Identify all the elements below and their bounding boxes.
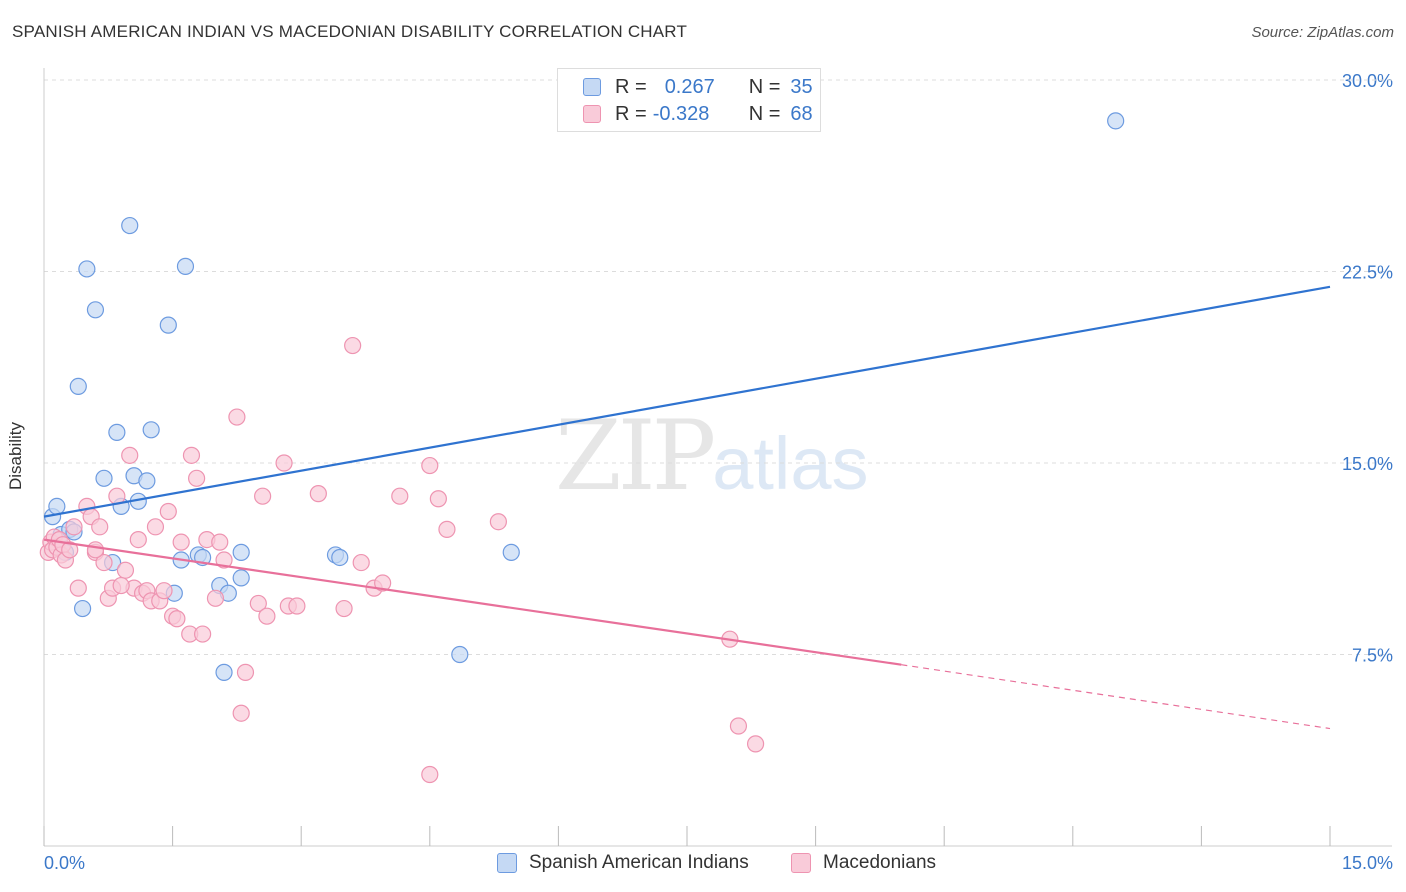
series-legend: Spanish American Indians Macedonians	[0, 852, 1406, 878]
legend-n-label: N =	[748, 75, 781, 98]
series-legend-label: Macedonians	[823, 852, 937, 873]
point-macedonians	[236, 663, 255, 681]
point-macedonians	[91, 518, 109, 536]
point-spanish-american-indians	[69, 377, 87, 395]
point-macedonians	[489, 513, 507, 531]
series-swatch-pink	[791, 853, 811, 873]
point-macedonians	[429, 490, 447, 508]
point-macedonians	[61, 541, 79, 559]
point-macedonians	[155, 582, 173, 600]
point-macedonians	[121, 446, 139, 464]
point-spanish-american-indians	[108, 423, 126, 441]
point-spanish-american-indians	[73, 599, 92, 618]
point-spanish-american-indians	[176, 257, 195, 275]
legend-swatch-blue	[583, 78, 601, 96]
point-macedonians	[168, 610, 186, 628]
point-macedonians	[172, 533, 190, 551]
point-spanish-american-indians	[159, 316, 177, 334]
series-legend-item-macedonians: Macedonians	[791, 852, 936, 874]
point-macedonians	[344, 336, 362, 355]
trend-line-spanish-american-indians	[43, 285, 1331, 518]
point-spanish-american-indians	[215, 663, 233, 681]
point-macedonians	[258, 607, 276, 625]
point-macedonians	[159, 502, 177, 521]
y-tick-label: 30.0%	[1342, 71, 1393, 91]
legend-swatch-pink	[583, 105, 601, 123]
point-spanish-american-indians	[142, 421, 160, 439]
legend-r-label: R =	[615, 102, 647, 125]
legend-r-value: 0.267	[664, 75, 715, 98]
point-spanish-american-indians	[451, 645, 469, 664]
legend-r-label: R =	[615, 75, 647, 98]
point-macedonians	[116, 561, 135, 579]
point-macedonians	[421, 456, 439, 475]
point-macedonians	[188, 469, 206, 487]
point-spanish-american-indians	[1107, 112, 1125, 130]
point-macedonians	[182, 446, 201, 464]
point-macedonians	[228, 408, 246, 426]
watermark-zip: ZIP	[555, 400, 716, 512]
series-swatch-blue	[497, 853, 517, 873]
watermark: ZIPatlas	[555, 400, 869, 512]
point-spanish-american-indians	[121, 216, 139, 235]
correlation-legend: R = 0.267 N = 35 R = -0.328 N = 68	[557, 68, 821, 132]
y-tick-label: 15.0%	[1342, 454, 1393, 474]
point-macedonians	[275, 454, 293, 472]
point-spanish-american-indians	[502, 543, 520, 561]
point-spanish-american-indians	[232, 543, 250, 561]
point-macedonians	[194, 625, 212, 643]
point-macedonians	[254, 487, 272, 505]
point-spanish-american-indians	[78, 260, 96, 278]
point-macedonians	[309, 485, 327, 503]
legend-n-value: 35	[790, 75, 813, 98]
point-macedonians	[65, 518, 83, 536]
point-spanish-american-indians	[138, 472, 156, 490]
x-tick-label: 0.0%	[44, 853, 85, 873]
point-macedonians	[288, 597, 306, 615]
point-macedonians	[146, 518, 165, 536]
point-macedonians	[249, 594, 267, 613]
point-macedonians	[112, 576, 130, 595]
point-macedonians	[438, 520, 456, 538]
point-macedonians	[86, 541, 105, 559]
legend-r-value: -0.328	[652, 102, 710, 125]
point-spanish-american-indians	[86, 301, 105, 319]
point-spanish-american-indians	[331, 548, 349, 567]
point-spanish-american-indians	[48, 497, 66, 516]
chart-title: SPANISH AMERICAN INDIAN VS MACEDONIAN DI…	[12, 22, 688, 41]
point-macedonians	[129, 530, 147, 549]
point-macedonians	[206, 589, 225, 607]
trend-line-macedonians	[43, 538, 902, 666]
point-spanish-american-indians	[232, 569, 250, 587]
source-label: Source: ZipAtlas.com	[1251, 24, 1394, 41]
point-macedonians	[215, 551, 233, 569]
point-macedonians	[391, 487, 409, 505]
y-tick-label: 22.5%	[1342, 263, 1393, 283]
point-macedonians	[335, 599, 353, 618]
point-macedonians	[421, 765, 439, 784]
trend-line-macedonians-extension	[901, 664, 1331, 730]
point-macedonians	[729, 717, 748, 735]
y-tick-label: 7.5%	[1352, 646, 1393, 666]
point-macedonians	[95, 553, 113, 572]
point-macedonians	[746, 735, 765, 753]
point-macedonians	[374, 574, 392, 592]
legend-n-label: N =	[748, 102, 781, 125]
legend-n-value: 68	[790, 102, 813, 125]
point-macedonians	[211, 533, 229, 551]
point-macedonians	[232, 704, 250, 722]
series-legend-label: Spanish American Indians	[529, 852, 749, 873]
point-macedonians	[69, 579, 87, 597]
point-macedonians	[352, 553, 370, 572]
legend-row-macedonians: R = -0.328 N = 68	[583, 101, 813, 127]
x-tick-label: 15.0%	[1342, 853, 1393, 873]
legend-row-spanish-american-indians: R = 0.267 N = 35	[583, 74, 813, 100]
series-legend-item-spanish-american-indians: Spanish American Indians	[497, 852, 749, 874]
point-spanish-american-indians	[95, 469, 113, 487]
